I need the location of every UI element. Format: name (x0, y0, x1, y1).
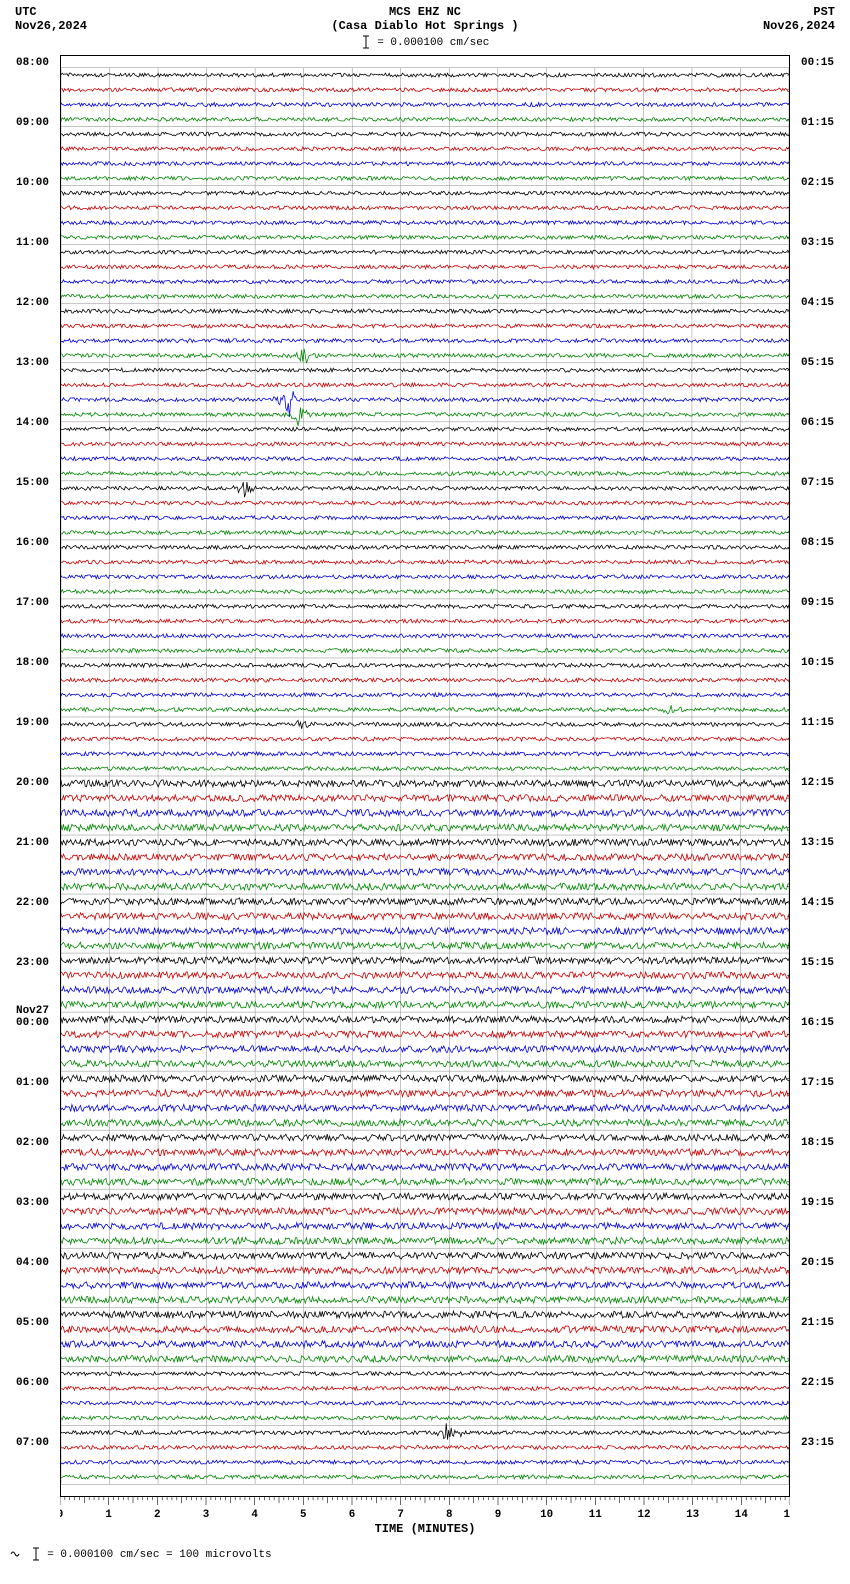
utc-hour-label: 10:00 (16, 177, 49, 189)
svg-text:6: 6 (349, 1509, 356, 1521)
utc-hour-label: 01:00 (16, 1077, 49, 1089)
pst-hour-label: 19:15 (801, 1197, 834, 1209)
scale-indicator: = 0.000100 cm/sec (5, 35, 845, 49)
title-block: MCS EHZ NC (Casa Diablo Hot Springs ) (5, 5, 845, 33)
pst-hour-label: 16:15 (801, 1017, 834, 1029)
pst-hour-label: 03:15 (801, 237, 834, 249)
utc-hour-label: 16:00 (16, 537, 49, 549)
utc-hour-label: 18:00 (16, 657, 49, 669)
utc-midnight-date: Nov27 (16, 1005, 49, 1017)
pst-hour-label: 14:15 (801, 897, 834, 909)
svg-text:11: 11 (589, 1509, 603, 1521)
svg-text:8: 8 (446, 1509, 453, 1521)
utc-hour-label: 21:00 (16, 837, 49, 849)
seismogram-svg (61, 56, 789, 1496)
pst-hour-label: 12:15 (801, 777, 834, 789)
pst-hour-label: 05:15 (801, 357, 834, 369)
pst-label: PST (763, 5, 835, 19)
svg-text:10: 10 (540, 1509, 553, 1521)
utc-hour-label: 17:00 (16, 597, 49, 609)
svg-text:9: 9 (495, 1509, 502, 1521)
svg-text:2: 2 (154, 1509, 161, 1521)
utc-hour-label: 03:00 (16, 1197, 49, 1209)
pst-hour-label: 15:15 (801, 957, 834, 969)
title-line1: MCS EHZ NC (5, 5, 845, 19)
scale-text: = 0.000100 cm/sec (377, 37, 489, 49)
pst-hour-label: 22:15 (801, 1377, 834, 1389)
pst-hour-label: 13:15 (801, 837, 834, 849)
title-line2: (Casa Diablo Hot Springs ) (5, 19, 845, 33)
x-axis-ticks: 0123456789101112131415 (60, 1497, 790, 1522)
pst-hour-label: 23:15 (801, 1437, 834, 1449)
pst-hour-label: 07:15 (801, 477, 834, 489)
x-axis: 0123456789101112131415 TIME (MINUTES) (60, 1497, 790, 1537)
utc-hour-label: 13:00 (16, 357, 49, 369)
utc-label: UTC (15, 5, 87, 19)
pst-hour-label: 20:15 (801, 1257, 834, 1269)
svg-text:14: 14 (735, 1509, 749, 1521)
utc-hour-label: 05:00 (16, 1317, 49, 1329)
footer-text: = 0.000100 cm/sec = 100 microvolts (47, 1549, 271, 1561)
pst-hour-label: 10:15 (801, 657, 834, 669)
pst-hour-label: 08:15 (801, 537, 834, 549)
pst-date: Nov26,2024 (763, 19, 835, 33)
pst-hour-label: 02:15 (801, 177, 834, 189)
utc-hour-label: Nov2700:00 (16, 1017, 49, 1029)
utc-hour-label: 12:00 (16, 297, 49, 309)
footer-scale: = 0.000100 cm/sec = 100 microvolts (5, 1547, 845, 1561)
utc-hour-label: 20:00 (16, 777, 49, 789)
pst-hour-label: 18:15 (801, 1137, 834, 1149)
pst-hour-label: 00:15 (801, 57, 834, 69)
pst-hour-label: 11:15 (801, 717, 834, 729)
utc-hour-label: 22:00 (16, 897, 49, 909)
svg-text:7: 7 (397, 1509, 404, 1521)
pst-hour-label: 17:15 (801, 1077, 834, 1089)
utc-date: Nov26,2024 (15, 19, 87, 33)
utc-hour-label: 06:00 (16, 1377, 49, 1389)
utc-hour-label: 02:00 (16, 1137, 49, 1149)
utc-hour-label: 07:00 (16, 1437, 49, 1449)
pst-hour-label: 06:15 (801, 417, 834, 429)
pst-hour-label: 09:15 (801, 597, 834, 609)
pst-header: PST Nov26,2024 (763, 5, 835, 33)
svg-text:4: 4 (251, 1509, 258, 1521)
x-axis-title: TIME (MINUTES) (60, 1522, 790, 1536)
svg-text:1: 1 (105, 1509, 112, 1521)
svg-text:5: 5 (300, 1509, 307, 1521)
svg-text:0: 0 (60, 1509, 63, 1521)
utc-hour-label: 23:00 (16, 957, 49, 969)
pst-hour-label: 04:15 (801, 297, 834, 309)
utc-header: UTC Nov26,2024 (15, 5, 87, 33)
utc-hour-label: 19:00 (16, 717, 49, 729)
svg-text:3: 3 (203, 1509, 210, 1521)
utc-hour-label: 09:00 (16, 117, 49, 129)
utc-hour-label: 15:00 (16, 477, 49, 489)
utc-hour-label: 08:00 (16, 57, 49, 69)
pst-hour-label: 01:15 (801, 117, 834, 129)
svg-text:12: 12 (637, 1509, 650, 1521)
utc-hour-label: 04:00 (16, 1257, 49, 1269)
svg-text:13: 13 (686, 1509, 699, 1521)
pst-hour-label: 21:15 (801, 1317, 834, 1329)
seismogram-plot (60, 55, 790, 1497)
svg-text:15: 15 (783, 1509, 790, 1521)
utc-hour-label: 14:00 (16, 417, 49, 429)
utc-hour-label: 11:00 (16, 237, 49, 249)
